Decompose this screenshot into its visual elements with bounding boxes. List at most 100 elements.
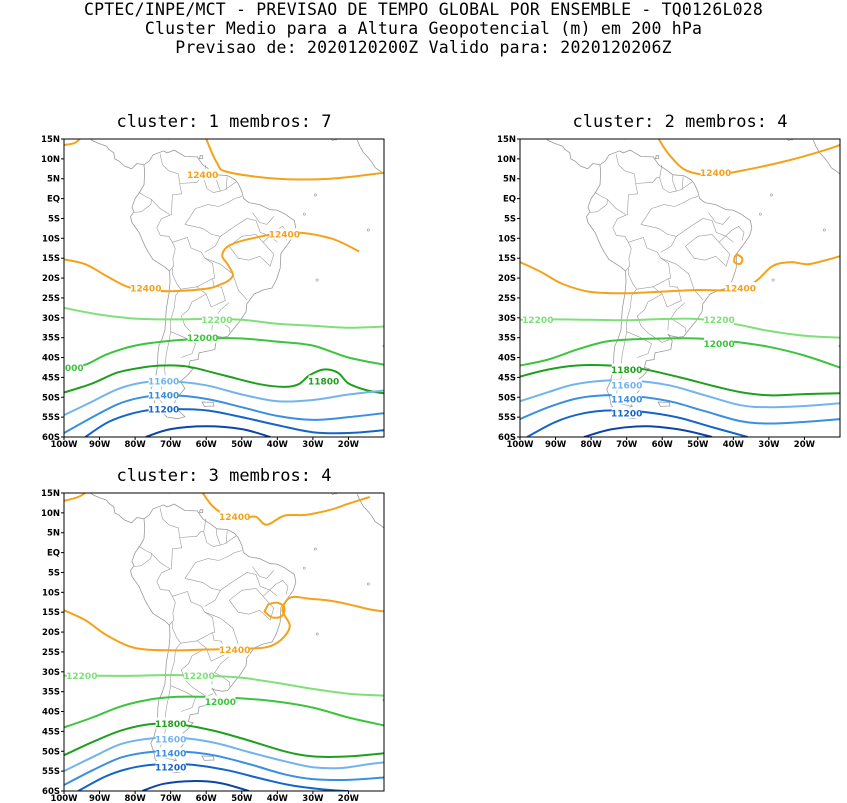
border-line bbox=[133, 191, 152, 213]
central-america-outline bbox=[90, 493, 145, 524]
lon-tick-label: 20W bbox=[338, 440, 360, 450]
border-line bbox=[589, 191, 608, 213]
lat-tick-label: 35S bbox=[498, 334, 516, 344]
contour-label-bg bbox=[725, 282, 756, 293]
border-line bbox=[685, 234, 731, 267]
border-line bbox=[659, 177, 693, 193]
border-line bbox=[252, 566, 275, 579]
contour-line bbox=[205, 139, 384, 181]
contour-label: 11200 bbox=[155, 764, 186, 774]
contour-label: 12400 bbox=[725, 284, 756, 294]
lon-tick-label: 90W bbox=[89, 440, 111, 450]
contour-label-bg bbox=[130, 282, 161, 293]
map-panel-cluster-2: cluster: 2 membros: 4 12400 12400 12200 122… bbox=[497, 112, 841, 450]
lat-tick-label: 10S bbox=[42, 234, 60, 244]
lat-tick-label: 5S bbox=[48, 569, 60, 579]
lat-tick-label: 30S bbox=[42, 314, 60, 324]
border-line bbox=[628, 237, 672, 290]
contour-label-bg bbox=[155, 733, 186, 745]
border-line bbox=[615, 153, 639, 216]
contour-label: 11800 bbox=[308, 378, 339, 388]
island-dot bbox=[822, 228, 826, 232]
header-line-3: Previsao de: 2020120200Z Valido para: 20… bbox=[175, 38, 672, 57]
contour-label: 11400 bbox=[148, 392, 179, 402]
lat-tick-label: 45S bbox=[42, 727, 60, 737]
border-line bbox=[215, 528, 221, 546]
contour-label-bg bbox=[187, 168, 218, 180]
contour-label: 11600 bbox=[148, 378, 179, 388]
lon-tick-label: 70W bbox=[160, 794, 182, 803]
contour-label-bg bbox=[148, 403, 179, 415]
border-line bbox=[708, 212, 731, 225]
lat-tick-label: 10N bbox=[497, 155, 516, 165]
lat-tick-label: 35S bbox=[42, 334, 60, 344]
lat-tick-label: 40S bbox=[42, 708, 60, 718]
lat-tick-label: 5N bbox=[503, 175, 516, 185]
contour-line bbox=[520, 394, 840, 425]
lat-tick-label: 15N bbox=[41, 135, 60, 145]
border-line bbox=[229, 588, 275, 621]
lat-tick-label: 5S bbox=[504, 215, 516, 225]
map-layer: 12400 12400 12200 12200 12000 11800 11600 11400… bbox=[64, 493, 400, 791]
contour-line bbox=[64, 595, 384, 652]
island-dot bbox=[398, 615, 400, 617]
contour-label-bg bbox=[187, 331, 218, 343]
map-plot: 12400 12400 12200 12200 12000 11800 11600 11400… bbox=[41, 489, 385, 803]
contour-line bbox=[263, 601, 286, 619]
lat-tick-label: 25S bbox=[42, 294, 60, 304]
contour-line bbox=[520, 255, 840, 295]
africa-outline bbox=[356, 139, 384, 175]
lat-tick-label: 15S bbox=[42, 254, 60, 264]
contour-line bbox=[520, 317, 840, 339]
contour-label: 11800 bbox=[611, 366, 642, 376]
contour-line bbox=[64, 674, 384, 697]
border-line bbox=[203, 177, 237, 193]
lat-tick-label: 25S bbox=[498, 294, 516, 304]
lon-tick-label: 80W bbox=[124, 440, 146, 450]
border-line bbox=[262, 580, 289, 597]
header-line-2: Cluster Medio para a Altura Geopotencial… bbox=[144, 19, 703, 38]
central-america-outline bbox=[546, 139, 601, 170]
contour-label: 12200 bbox=[183, 672, 214, 682]
contour-label-bg bbox=[64, 361, 84, 373]
island-dot bbox=[769, 193, 773, 197]
panel-title: cluster: 2 membros: 4 bbox=[572, 112, 788, 132]
contour-label-bg bbox=[184, 669, 215, 681]
contour-label-bg bbox=[205, 695, 236, 707]
border-line bbox=[159, 507, 183, 570]
lat-tick-label: 50S bbox=[42, 393, 60, 403]
border-line bbox=[170, 685, 196, 712]
contour-label: 11800 bbox=[155, 720, 186, 730]
lat-tick-label: EQ bbox=[503, 195, 516, 205]
island-dot bbox=[366, 582, 370, 586]
border-line bbox=[157, 289, 181, 407]
border-line bbox=[214, 656, 231, 687]
island-dot bbox=[315, 278, 319, 282]
contour-label-bg bbox=[522, 313, 553, 325]
contour-label-bg bbox=[148, 389, 179, 401]
contour-line bbox=[141, 780, 250, 791]
lat-tick-label: 30S bbox=[498, 314, 516, 324]
border-line bbox=[172, 591, 216, 644]
contour-label: 11200 bbox=[148, 406, 179, 416]
map-plot: 12400 12400 12400 12200 12000 2000 11800 11600 1… bbox=[41, 135, 385, 450]
contour-line bbox=[657, 139, 840, 176]
contour-label-bg bbox=[269, 228, 300, 240]
lat-tick-label: 15N bbox=[41, 489, 60, 499]
figure-header: CPTEC/INPE/MCT - PREVISAO DE TEMPO GLOBA… bbox=[0, 0, 847, 57]
contour-label-bg bbox=[148, 375, 179, 387]
panel-title: cluster: 1 membros: 7 bbox=[116, 112, 332, 132]
contour-line bbox=[64, 394, 384, 434]
border-line bbox=[636, 293, 670, 343]
lat-tick-label: 25S bbox=[42, 648, 60, 658]
falklands-outline bbox=[657, 401, 671, 407]
lon-tick-label: 20W bbox=[794, 440, 816, 450]
map-panel-cluster-1: cluster: 1 membros: 7 12400 12400 12400 122… bbox=[41, 112, 385, 450]
lat-tick-label: 10S bbox=[498, 234, 516, 244]
lon-tick-label: 100W bbox=[506, 440, 534, 450]
lon-tick-label: 90W bbox=[545, 440, 567, 450]
contour-label: 11200 bbox=[611, 410, 642, 420]
falklands-outline bbox=[201, 401, 215, 407]
border-line bbox=[225, 176, 228, 190]
lat-tick-label: 5N bbox=[47, 175, 60, 185]
